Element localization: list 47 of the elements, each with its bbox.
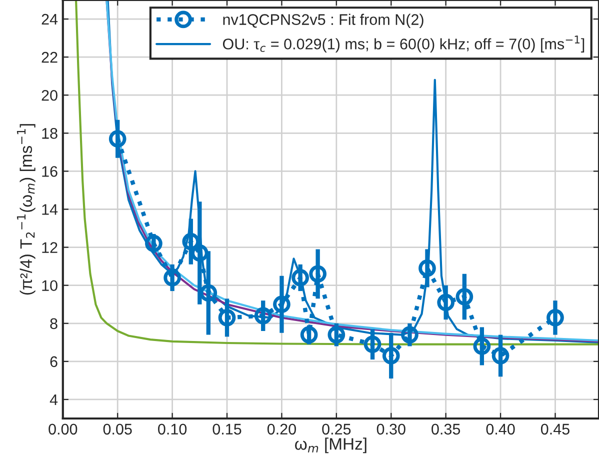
point [456,288,474,306]
x-tick-label: 0.45 [540,424,570,435]
x-tick-label: 0.35 [432,424,460,435]
y-tick-label: 18 [42,128,58,139]
point [492,347,510,364]
x-tick-label: 0.00 [48,424,78,435]
point [300,326,318,344]
x-tick-label: 0.20 [267,424,296,435]
x-tick-label: 0.05 [103,424,132,435]
point [108,130,126,148]
point [254,307,272,324]
point [546,309,564,326]
point [328,326,346,344]
x-tick-label: 0.25 [322,424,351,435]
y-tick-label: 20 [42,90,58,101]
point [418,260,436,277]
point [382,347,400,364]
y-tick-label: 16 [42,166,58,177]
point [182,232,200,250]
point [364,336,382,353]
y-tick-label: 8 [50,318,58,330]
point [309,265,326,283]
y-tick-label: 24 [42,14,58,25]
point [145,234,162,252]
point [200,284,218,302]
y-tick-label: 12 [42,242,58,253]
x-tick-label: 0.10 [158,424,187,435]
point [218,309,236,326]
legend-label: OU: τ$_{c}$ = 0.029(1) ms; b = 60(0) kHz; off = 7(0) [ms$^{−1}$] [222,36,584,52]
point [401,326,418,344]
x-tick-label: 0.40 [486,424,515,435]
y-tick-label: 4 [50,394,58,406]
point [437,294,455,312]
point [473,338,491,355]
legend-label: nv1QCPNS2v5 : Fit from N(2) [223,14,424,28]
x-tick-label: 0.15 [212,424,242,435]
x-axis-title: ω$_{m}$ [MHz] [295,438,366,454]
x-tick-label: 0.30 [376,424,406,435]
point [273,296,290,314]
point [190,244,208,262]
y-tick-label: 22 [42,52,58,63]
point [164,269,181,286]
y-axis-title: (π²/4) T$_{2}$$^{−1}$(ω$_{m}$) [ms$^{−1}$] [16,124,36,295]
y-tick-label: 10 [42,280,58,292]
y-tick-label: 14 [42,204,58,215]
point [292,269,309,286]
y-tick-label: 6 [50,356,58,368]
